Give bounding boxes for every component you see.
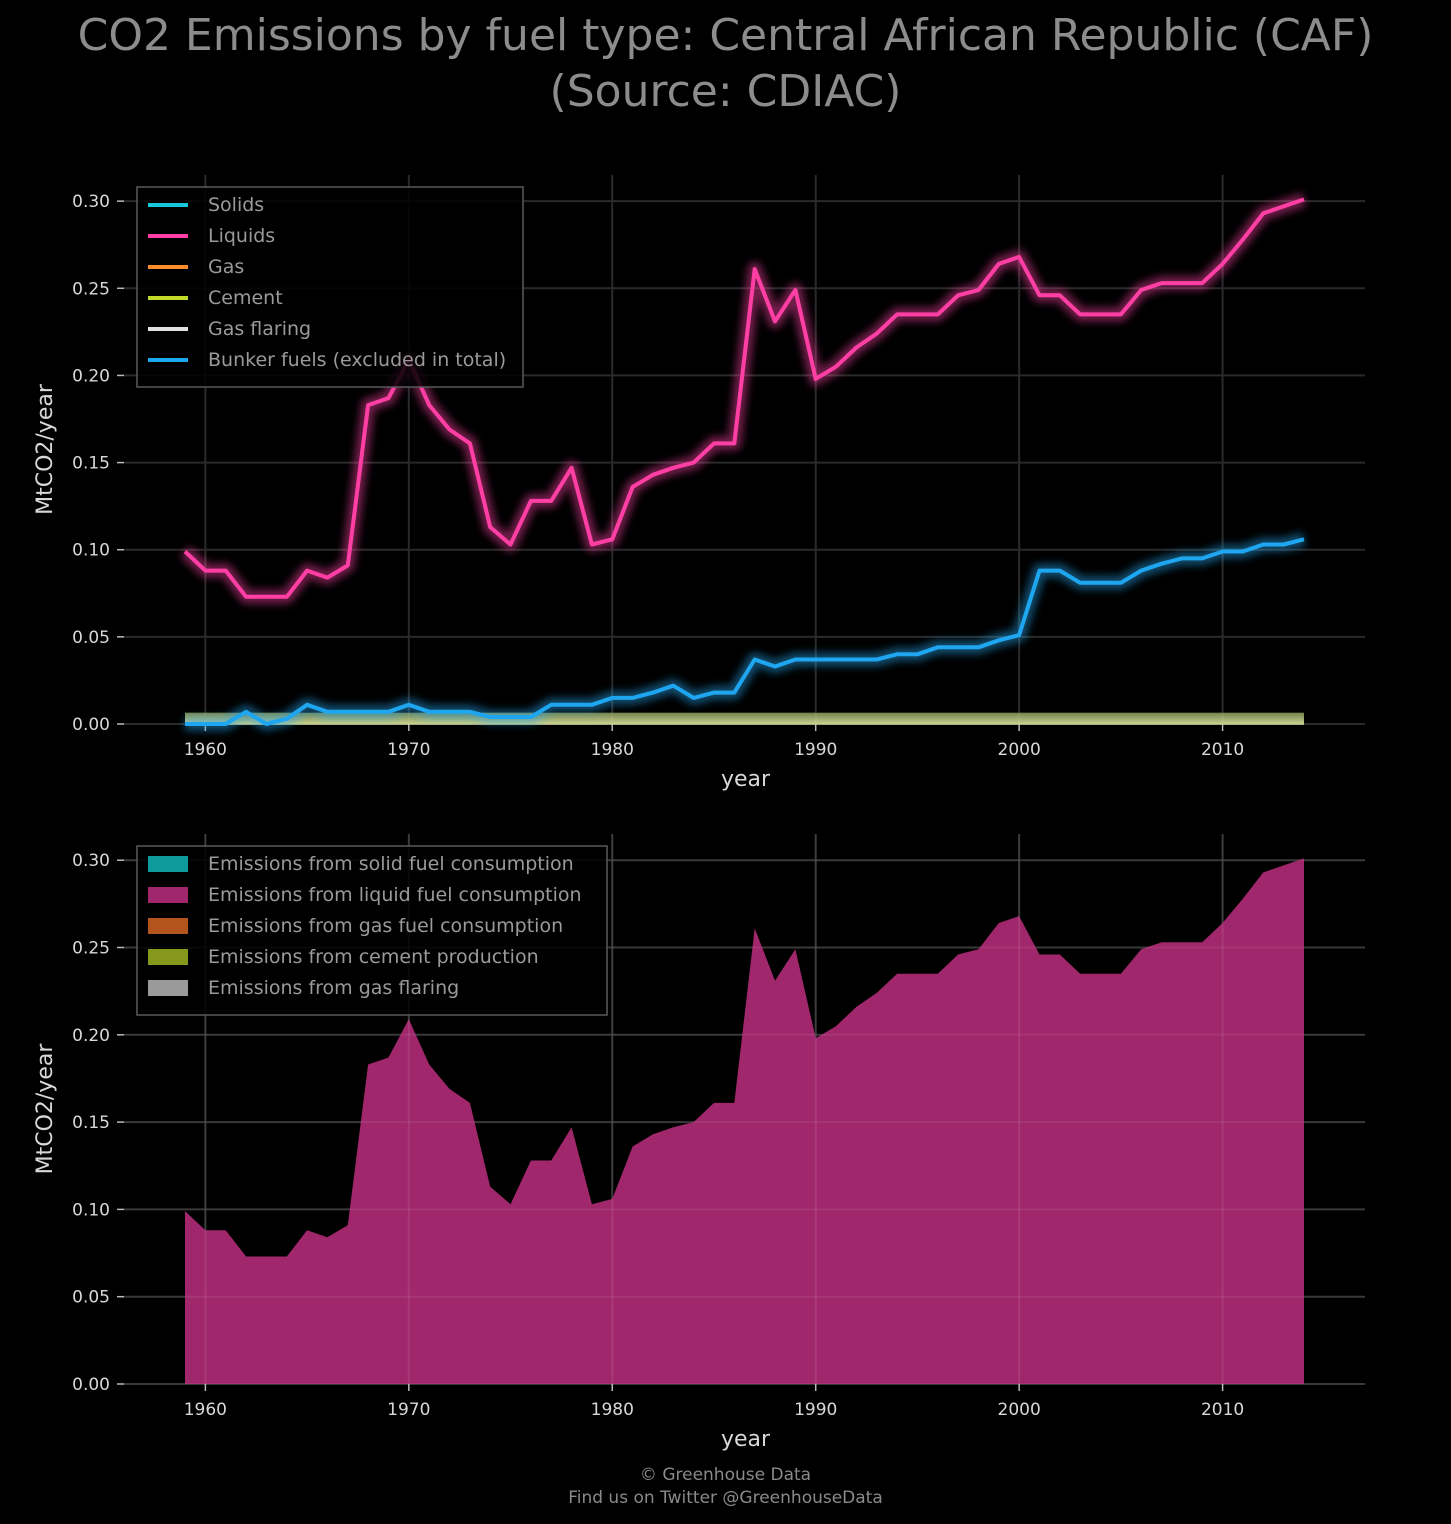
x-tick-label: 1980 <box>591 1400 634 1420</box>
y-tick-label: 0.05 <box>72 628 110 648</box>
legend-swatch <box>148 856 188 872</box>
zero-series-band <box>185 712 1304 724</box>
legend-swatch <box>148 887 188 903</box>
legend-label: Liquids <box>208 225 275 247</box>
legend-swatch <box>148 980 188 996</box>
legend-item: Emissions from gas flaring <box>148 977 459 999</box>
legend-label: Bunker fuels (excluded in total) <box>208 349 506 371</box>
title-line-1: CO2 Emissions by fuel type: Central Afri… <box>77 10 1374 61</box>
legend-item: Emissions from solid fuel consumption <box>148 853 574 875</box>
x-tick-label: 1960 <box>184 740 227 760</box>
y-tick-label: 0.25 <box>72 938 110 958</box>
y-tick-label: 0.30 <box>72 851 110 871</box>
legend-label: Emissions from gas flaring <box>208 977 459 999</box>
legend: Emissions from solid fuel consumption Emi… <box>136 845 608 1016</box>
legend-item: Bunker fuels (excluded in total) <box>148 349 506 371</box>
y-tick-label: 0.15 <box>72 1113 110 1133</box>
legend-label: Emissions from cement production <box>208 946 539 968</box>
footer-twitter: Find us on Twitter @GreenhouseData <box>568 1488 883 1508</box>
y-tick-label: 0.30 <box>72 192 110 212</box>
x-tick-label: 1960 <box>184 1400 227 1420</box>
legend-swatch <box>148 918 188 934</box>
series-line <box>185 537 1305 726</box>
y-tick-label: 0.10 <box>72 541 110 561</box>
legend: Solids Liquids Gas Cement Gas flaring Bunker … <box>136 186 524 388</box>
stacked-area-chart: 0.00 0.05 0.10 0.15 0.20 0.25 0.30 1960 1970 1980… <box>33 834 1365 1452</box>
x-tick-label: 2010 <box>1201 740 1244 760</box>
legend-label: Solids <box>208 194 264 216</box>
legend-label: Cement <box>208 287 283 309</box>
legend-item: Gas <box>148 256 244 278</box>
footer-copyright: © Greenhouse Data <box>639 1465 812 1485</box>
y-axis-label: MtCO2/year <box>33 1043 58 1175</box>
x-tick-label: 1990 <box>794 740 837 760</box>
legend-item: Liquids <box>148 225 275 247</box>
y-tick-label: 0.00 <box>72 715 110 735</box>
x-tick-label: 1990 <box>794 1400 837 1420</box>
x-tick-label: 1970 <box>387 740 430 760</box>
series-line <box>183 197 1305 599</box>
legend-item: Emissions from cement production <box>148 946 539 968</box>
legend-label: Gas <box>208 256 244 278</box>
series-bunker-fuels-excluded-in-total <box>185 532 1306 731</box>
x-tick-label: 2000 <box>998 1400 1041 1420</box>
y-tick-label: 0.15 <box>72 454 110 474</box>
y-axis-label: MtCO2/year <box>33 383 58 515</box>
legend-swatch <box>148 949 188 965</box>
y-tick-label: 0.25 <box>72 279 110 299</box>
legend-frame <box>136 186 524 388</box>
legend-item: Emissions from gas fuel consumption <box>148 915 563 937</box>
footer-credit: © Greenhouse Data Find us on Twitter @Gr… <box>0 1464 1451 1510</box>
y-tick-label: 0.20 <box>72 1026 110 1046</box>
y-tick-label: 0.00 <box>72 1375 110 1395</box>
title-line-2: (Source: CDIAC) <box>549 66 902 117</box>
legend-label: Emissions from gas fuel consumption <box>208 915 563 937</box>
line-chart: 0.00 0.05 0.10 0.15 0.20 0.25 0.30 1960 1970 1980… <box>33 175 1365 792</box>
x-axis-label: year <box>721 767 771 792</box>
area-emissions-from-liquid-fuel-consumption <box>185 858 1304 1384</box>
y-tick-label: 0.20 <box>72 366 110 386</box>
page-title: CO2 Emissions by fuel type: Central Afri… <box>0 8 1451 120</box>
y-tick-label: 0.05 <box>72 1288 110 1308</box>
legend-label: Emissions from solid fuel consumption <box>208 853 574 875</box>
x-axis-label: year <box>721 1427 771 1452</box>
legend-item: Solids <box>148 194 264 216</box>
x-tick-label: 2000 <box>998 740 1041 760</box>
x-tick-label: 2010 <box>1201 1400 1244 1420</box>
legend-label: Emissions from liquid fuel consumption <box>208 884 582 906</box>
x-tick-label: 1980 <box>591 740 634 760</box>
legend-item: Gas flaring <box>148 318 311 340</box>
legend-label: Gas flaring <box>208 318 311 340</box>
legend-item: Cement <box>148 287 283 309</box>
x-tick-label: 1970 <box>387 1400 430 1420</box>
series-liquids <box>180 192 1307 604</box>
legend-frame <box>136 845 608 1016</box>
legend-item: Emissions from liquid fuel consumption <box>148 884 582 906</box>
y-tick-label: 0.10 <box>72 1200 110 1220</box>
